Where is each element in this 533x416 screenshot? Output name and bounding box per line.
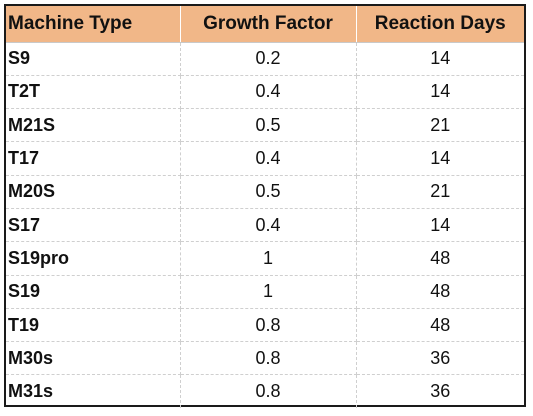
growth-factor-cell: 0.8 [180,374,357,409]
table-row: M31s 0.8 36 [6,374,524,409]
header-machine-type: Machine Type [6,6,181,43]
machine-type-cell: M31s [6,374,181,409]
table-row: T17 0.4 14 [6,141,524,176]
table-row: S19 1 48 [6,275,524,309]
reaction-days-cell: 14 [356,141,524,176]
reaction-days-cell: 14 [356,75,524,110]
reaction-days-cell: 36 [430,381,451,402]
table-header-row: Machine Type Growth Factor Reaction Days [6,6,524,43]
machine-type-cell: M21S [6,108,181,143]
growth-factor-cell: 0.4 [180,208,357,243]
reaction-days-cell: 14 [356,42,524,76]
machine-type-cell: S19 [6,275,181,309]
growth-factor-cell: 1 [180,241,357,276]
reaction-days-cell: 36 [356,341,524,376]
reaction-days-cell: 48 [356,275,524,309]
growth-factor-cell: 1 [180,275,357,309]
table-row: T19 0.8 48 [6,308,524,343]
growth-factor-cell: 0.5 [180,108,357,143]
machine-type-cell: M20S [6,175,181,209]
header-growth-factor: Growth Factor [180,6,357,43]
machine-type-cell: T17 [6,141,181,176]
machine-type-cell: T19 [6,308,181,343]
table-row: T2T 0.4 14 [6,75,524,110]
machine-type-cell: T2T [6,75,181,110]
table-row: M30s 0.8 36 [6,341,524,376]
growth-factor-cell: 0.5 [180,175,357,209]
reaction-days-cell: 14 [356,208,524,243]
reaction-days-cell: 21 [356,108,524,143]
table-row: S17 0.4 14 [6,208,524,243]
table-row: M20S 0.5 21 [6,175,524,209]
table-row: M21S 0.5 21 [6,108,524,143]
machine-table-container: Machine Type Growth Factor Reaction Days… [4,4,526,409]
header-reaction-days: Reaction Days [356,6,524,43]
table-row: S9 0.2 14 [6,42,524,76]
table-row: S19pro 1 48 [6,241,524,276]
machine-type-cell: S9 [6,42,181,76]
machine-type-cell: S19pro [6,241,181,276]
machine-type-cell: S17 [6,208,181,243]
machine-type-cell: M30s [6,341,181,376]
growth-factor-cell: 0.8 [180,308,357,343]
growth-factor-cell: 0.4 [180,141,357,176]
growth-factor-cell: 0.8 [180,341,357,376]
growth-factor-cell: 0.2 [180,42,357,76]
growth-factor-cell: 0.4 [180,75,357,110]
reaction-days-cell: 48 [356,308,524,343]
reaction-days-cell: 21 [356,175,524,209]
reaction-days-cell: 48 [356,241,524,276]
machine-table: Machine Type Growth Factor Reaction Days… [6,6,524,409]
